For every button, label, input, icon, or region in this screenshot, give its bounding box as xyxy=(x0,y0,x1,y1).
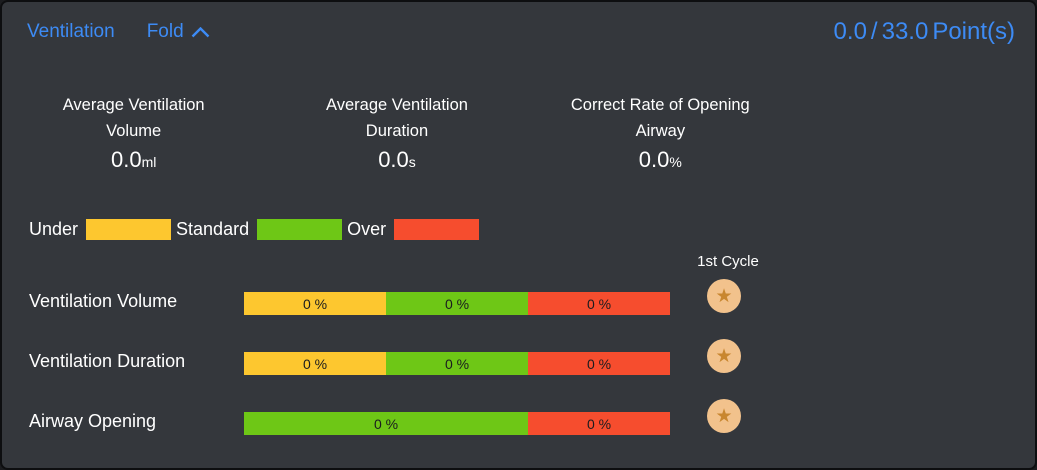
stat-title-line1: Correct Rate of Opening xyxy=(570,96,750,114)
chart-row-ventilation-volume: Ventilation Volume 0 % 0 % 0 % ★ xyxy=(2,279,1035,342)
bar-segment-under: 0 % xyxy=(244,352,386,375)
star-icon: ★ xyxy=(715,345,733,367)
legend-label-standard: Standard xyxy=(176,219,250,239)
chart-row-ventilation-duration: Ventilation Duration 0 % 0 % 0 % ★ xyxy=(2,339,1035,402)
bar-segment-under: 0 % xyxy=(244,292,386,315)
stat-value: 0.0 xyxy=(638,147,670,172)
fold-toggle[interactable]: Fold xyxy=(147,21,210,43)
score-display: 0.0 / 33.0 Point(s) xyxy=(834,18,1015,46)
stat-value: 0.0 xyxy=(378,147,409,172)
stacked-bar: 0 % 0 % xyxy=(244,412,670,435)
bar-segment-over: 0 % xyxy=(528,412,670,435)
score-unit: Point(s) xyxy=(932,18,1015,45)
chart-row-airway-opening: Airway Opening 0 % 0 % ★ xyxy=(2,399,1035,462)
fold-label: Fold xyxy=(146,21,184,42)
stacked-bar: 0 % 0 % 0 % xyxy=(244,292,670,315)
cycle-column-header: 1st Cycle xyxy=(697,253,759,270)
cycle-star-badge[interactable]: ★ xyxy=(707,399,741,433)
panel-title: Ventilation xyxy=(27,21,115,42)
chevron-up-icon xyxy=(191,26,210,38)
row-label: Airway Opening xyxy=(29,411,157,431)
score-current: 0.0 xyxy=(833,18,867,45)
stat-correct-rate-opening-airway: Correct Rate of Opening Airway 0.0% xyxy=(529,92,792,173)
stat-title-line2: Airway xyxy=(635,122,686,140)
bar-segment-standard: 0 % xyxy=(386,352,528,375)
legend-swatch-over xyxy=(394,219,480,240)
star-icon: ★ xyxy=(715,405,733,427)
stat-title-line1: Average Ventilation xyxy=(326,96,468,114)
cycle-star-badge[interactable]: ★ xyxy=(707,279,741,313)
star-icon: ★ xyxy=(715,285,733,307)
stat-title-line1: Average Ventilation xyxy=(62,96,205,114)
score-divider: / xyxy=(870,18,878,45)
score-total: 33.0 xyxy=(881,18,929,45)
legend-label-over: Over xyxy=(347,219,387,239)
stacked-bar: 0 % 0 % 0 % xyxy=(244,352,670,375)
summary-stats: Average Ventilation Volume 0.0ml Average… xyxy=(2,92,792,173)
stat-unit: s xyxy=(408,154,416,170)
stat-unit: ml xyxy=(141,154,157,170)
bar-segment-standard: 0 % xyxy=(244,412,528,435)
row-label: Ventilation Duration xyxy=(29,351,186,371)
stat-unit: % xyxy=(669,154,682,170)
row-label: Ventilation Volume xyxy=(29,291,178,311)
bar-segment-over: 0 % xyxy=(528,352,670,375)
stat-title-line2: Volume xyxy=(106,122,162,140)
stat-average-ventilation-duration: Average Ventilation Duration 0.0s xyxy=(265,92,528,173)
stat-value: 0.0 xyxy=(110,147,142,172)
panel-header: Ventilation Fold 0.0 / 33.0 Point(s) xyxy=(27,18,1015,46)
legend-swatch-standard xyxy=(257,219,343,240)
bar-segment-over: 0 % xyxy=(528,292,670,315)
legend-swatch-under xyxy=(86,219,172,240)
cycle-star-badge[interactable]: ★ xyxy=(707,339,741,373)
legend-label-under: Under xyxy=(29,219,79,239)
stat-average-ventilation-volume: Average Ventilation Volume 0.0ml xyxy=(2,92,265,173)
bar-segment-standard: 0 % xyxy=(386,292,528,315)
stat-title-line2: Duration xyxy=(365,122,429,140)
legend: Under Standard Over xyxy=(29,219,484,240)
